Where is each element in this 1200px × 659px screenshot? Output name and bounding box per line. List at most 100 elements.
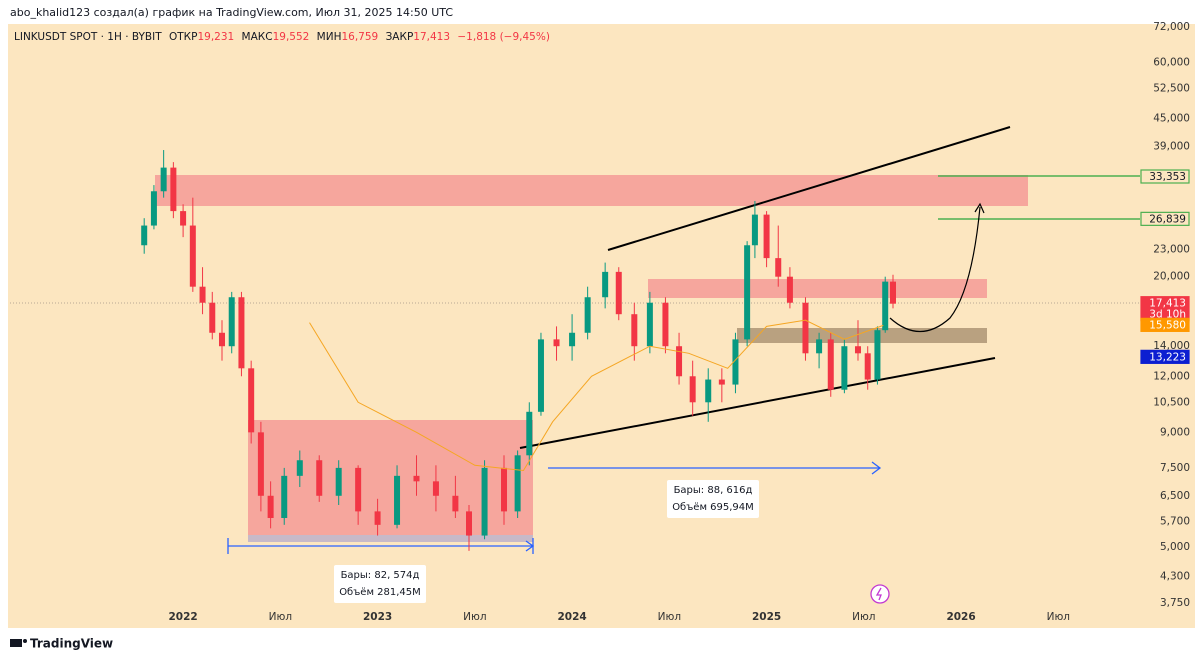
price-tag [1140, 296, 1190, 322]
candle-body [874, 330, 881, 380]
y-tick-label: 14,000 [1153, 340, 1190, 352]
candle-body [514, 455, 521, 512]
x-tick-label: Июл [463, 611, 486, 623]
candle-body [257, 432, 264, 496]
resistance-zone [155, 175, 1028, 206]
x-tick-label: 2026 [946, 611, 975, 623]
candle-body [631, 314, 638, 347]
projection-arrow [889, 206, 981, 332]
candle-body [189, 225, 196, 287]
candle-body [228, 297, 235, 347]
candle-body [646, 302, 653, 347]
x-tick-label: 2024 [557, 611, 586, 623]
candle-body [802, 302, 809, 354]
candle-body [882, 281, 889, 331]
candle-body [786, 276, 793, 303]
y-tick-label: 5,000 [1160, 541, 1190, 553]
candle-body [569, 332, 576, 347]
price-tag-label: 33,353 [1149, 171, 1186, 183]
candle-body [335, 467, 342, 496]
x-tick-label: Июл [852, 611, 875, 623]
y-tick-label: 39,000 [1153, 141, 1190, 153]
tv-logo [10, 639, 27, 647]
x-tick-label: Июл [269, 611, 292, 623]
price-tag-label: 15,580 [1149, 319, 1186, 331]
candle-body [775, 258, 782, 277]
y-tick-label: 52,500 [1153, 83, 1190, 95]
candle-body [452, 495, 459, 512]
candle-body [537, 339, 544, 412]
chart-background [8, 24, 1195, 628]
candle-body [864, 353, 871, 380]
symbol-line: LINKUSDT SPOT · 1H · BYBIT ОТКР19,231 МА… [14, 31, 550, 43]
y-tick-label: 7,500 [1160, 462, 1190, 474]
candle-body [889, 281, 896, 304]
trendline [607, 126, 1011, 251]
candle-body [584, 297, 591, 333]
alert-icon[interactable] [870, 584, 890, 604]
brand: TradingView [30, 637, 113, 651]
y-tick-label: 23,000 [1153, 243, 1190, 255]
close-label: ЗАКР [386, 31, 414, 43]
info-volume: Объём 695,94M [672, 502, 754, 513]
open: 19,231 [197, 31, 234, 43]
y-tick-label: 10,500 [1153, 396, 1190, 408]
candle-body [413, 475, 420, 482]
candle-body [705, 379, 712, 403]
candle-body [199, 286, 206, 303]
range-measure [227, 461, 882, 554]
close: 17,413 [413, 31, 450, 43]
candle-body [732, 339, 739, 385]
y-tick-label: 12,000 [1153, 370, 1190, 382]
candle-body [662, 302, 669, 347]
candle-body [501, 467, 508, 512]
candle-body [432, 481, 439, 496]
x-tick-label: 2025 [752, 611, 781, 623]
price-tag-label: 17,413 [1149, 298, 1186, 310]
moving-average [309, 319, 884, 472]
arrowhead [974, 202, 985, 214]
candle-body [180, 211, 187, 226]
candle-body [267, 495, 274, 518]
price-tag-sub: 3d 10h [1149, 309, 1186, 321]
candle-body [218, 332, 225, 347]
candle-body [150, 191, 157, 226]
low-label: МИН [317, 31, 342, 43]
candle-body [526, 411, 533, 456]
candle-body [602, 271, 609, 298]
candle-body [394, 475, 401, 525]
y-tick-label: 3,750 [1160, 597, 1190, 609]
x-tick-label: 2023 [363, 611, 392, 623]
candle-body [209, 302, 216, 333]
candle-body [160, 167, 167, 192]
x-tick-label: 2022 [168, 611, 197, 623]
y-tick-label: 9,000 [1160, 426, 1190, 438]
y-tick-label: 6,500 [1160, 490, 1190, 502]
x-tick-label: Июл [1047, 611, 1070, 623]
trendline [519, 357, 996, 449]
change: −1,818 (−9,45%) [457, 31, 550, 43]
open-label: ОТКР [169, 31, 197, 43]
candle-body [248, 368, 255, 433]
candle-body [676, 346, 683, 377]
price-tag-label: 13,223 [1149, 351, 1186, 363]
candle-body [170, 167, 177, 212]
candle-body [854, 346, 861, 354]
candle-body [751, 214, 758, 246]
candle-body [744, 245, 751, 340]
support-zone [737, 328, 987, 343]
price-tag [1140, 211, 1190, 226]
candle-body [281, 475, 288, 518]
range-zone [248, 420, 533, 538]
info-bars: Бары: 88, 616д [674, 485, 753, 496]
low: 16,759 [341, 31, 378, 43]
candle-body [827, 339, 834, 390]
candle-body [296, 460, 303, 476]
price-tag [1140, 169, 1190, 184]
candle-body [553, 339, 560, 347]
symbol: LINKUSDT SPOT · 1H · BYBIT [14, 31, 162, 43]
candle-body [718, 379, 725, 385]
candle-body [238, 297, 245, 369]
candle-body [841, 346, 848, 390]
